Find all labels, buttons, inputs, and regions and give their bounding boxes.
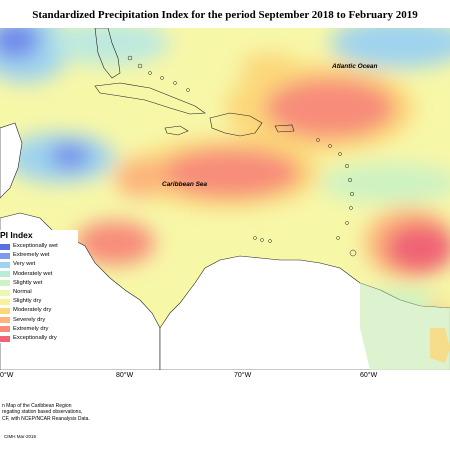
legend-swatch	[0, 335, 10, 342]
axis-label-partial: 0°W	[0, 372, 14, 379]
axis-label-80w: 80°W	[116, 372, 134, 379]
legend-item: Normal	[0, 288, 78, 297]
legend-swatch	[0, 271, 10, 278]
legend-item: Moderately dry	[0, 306, 78, 315]
jamaica-land	[164, 125, 189, 136]
legend-item: Exceptionally dry	[0, 334, 78, 343]
note-line: regating station based observations,	[2, 409, 83, 416]
legend-swatch	[0, 317, 10, 324]
legend-swatch	[0, 252, 10, 259]
legend-label: Severely dry	[13, 316, 46, 323]
credit-text: CIMH Mar-2019	[4, 434, 37, 439]
legend-swatch	[0, 326, 10, 333]
yucatan-land	[0, 122, 23, 199]
puerto-rico-land	[274, 124, 295, 133]
florida-land	[94, 28, 121, 79]
legend-swatch	[0, 298, 10, 305]
legend-item: Very wet	[0, 260, 78, 269]
legend-item: Moderately wet	[0, 270, 78, 279]
legend-swatch	[0, 289, 10, 296]
legend-list: Exceptionally wet Extremely wet Very wet Mo…	[0, 242, 78, 343]
legend-title: PI Index	[0, 230, 33, 240]
axis-label-60w: 60°W	[360, 372, 378, 379]
legend-item: Extremely dry	[0, 325, 78, 334]
legend-label: Extremely dry	[13, 325, 49, 332]
legend-item: Exceptionally wet	[0, 242, 78, 251]
caribbean-sea-label: Caribbean Sea	[162, 181, 208, 188]
legend-label: Slightly dry	[13, 298, 42, 305]
legend-label: Moderately dry	[13, 307, 52, 314]
legend-swatch	[0, 280, 10, 287]
legend-item: Severely dry	[0, 316, 78, 325]
legend-label: Very wet	[13, 261, 36, 268]
legend-item: Slightly dry	[0, 297, 78, 306]
legend-label: Moderately wet	[13, 270, 53, 277]
map-title: Standardized Precipitation Index for the…	[32, 9, 418, 21]
legend-swatch	[0, 262, 10, 268]
spi-color-field	[0, 28, 450, 368]
legend-label: Exceptionally wet	[13, 243, 58, 249]
map-notes: n Map of the Caribbean Region regating s…	[2, 403, 90, 422]
spi-map	[0, 28, 450, 370]
legend-item: Extremely wet	[0, 251, 78, 260]
legend-label: Slightly wet	[13, 279, 43, 286]
legend-swatch	[0, 243, 10, 250]
spi-legend: PI Index Exceptionally wet Extremely wet V…	[0, 230, 78, 344]
legend-label: Extremely wet	[13, 252, 50, 259]
note-line: n Map of the Caribbean Region	[2, 403, 72, 409]
axis-label-70w: 70°W	[234, 372, 252, 379]
abc-islands	[253, 236, 272, 243]
note-line: CF, with NCEP/NCAR Reanalysis Data.	[2, 415, 90, 422]
legend-label: Normal	[13, 289, 32, 296]
legend-label: Exceptionally dry	[13, 335, 57, 342]
lesser-antilles-islands	[316, 138, 357, 257]
atlantic-ocean-label: Atlantic Ocean	[332, 63, 378, 70]
cuba-land	[94, 82, 206, 115]
legend-item: Slightly wet	[0, 279, 78, 288]
legend-swatch	[0, 308, 10, 315]
bahamas-islands	[127, 55, 190, 92]
hispaniola-land	[209, 112, 263, 137]
